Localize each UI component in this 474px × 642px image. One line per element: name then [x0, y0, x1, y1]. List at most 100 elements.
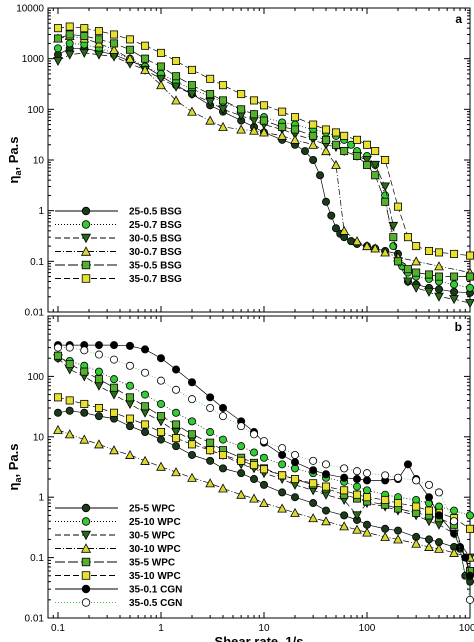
data-point: [250, 475, 259, 484]
data-point: [206, 393, 215, 402]
data-point: [140, 455, 150, 465]
data-point: [450, 529, 459, 538]
panel-label: a: [455, 12, 462, 26]
series-4: [53, 424, 474, 562]
data-point: [141, 390, 150, 399]
data-point: [394, 526, 403, 535]
legend-label: 30-0.5 BSG: [129, 234, 182, 245]
legend-marker: [81, 260, 91, 270]
data-point: [236, 124, 247, 134]
data-point: [278, 444, 287, 453]
data-point: [172, 72, 181, 81]
data-point: [94, 341, 103, 350]
legend-marker: [81, 598, 91, 607]
data-point: [172, 434, 181, 443]
legend-marker: [81, 557, 91, 567]
data-point: [362, 155, 372, 166]
legend-marker: [81, 220, 91, 229]
data-point: [450, 287, 459, 296]
data-point: [250, 448, 259, 457]
data-point: [171, 82, 181, 92]
data-point: [187, 472, 197, 482]
series-8: [53, 343, 474, 604]
data-point: [218, 483, 228, 493]
data-point: [110, 39, 119, 48]
data-point: [110, 355, 119, 364]
data-point: [219, 81, 228, 90]
data-point: [79, 434, 90, 444]
data-point: [309, 499, 318, 508]
data-point: [259, 498, 269, 508]
x-tick-label: 1000: [459, 623, 474, 634]
data-point: [389, 233, 398, 242]
series-6: [53, 22, 474, 260]
data-point: [156, 80, 166, 90]
data-point: [347, 140, 356, 149]
data-point: [156, 62, 165, 71]
data-point: [393, 534, 403, 544]
data-point: [381, 197, 390, 206]
data-point: [125, 449, 135, 459]
data-point: [237, 90, 246, 99]
data-point: [80, 408, 89, 417]
x-axis-label: Shear rate, 1/s: [215, 634, 304, 642]
data-point: [206, 74, 215, 83]
data-point: [290, 450, 299, 459]
data-point: [394, 202, 403, 211]
data-point: [110, 375, 119, 384]
y-axis-label: ηa, Pa.s: [6, 444, 23, 491]
data-point: [411, 283, 422, 293]
legend-label: 25-0.7 BSG: [129, 220, 182, 231]
data-point: [53, 343, 62, 352]
data-point: [362, 527, 372, 537]
data-point: [362, 140, 371, 149]
data-point: [425, 480, 434, 489]
series-1: [53, 406, 474, 586]
data-point: [249, 125, 259, 135]
data-point: [259, 101, 268, 110]
data-point: [353, 482, 362, 491]
data-point: [362, 486, 371, 495]
series-line: [57, 410, 471, 582]
series-line: [57, 43, 471, 289]
data-point: [125, 422, 134, 431]
data-point: [290, 507, 300, 517]
data-point: [465, 251, 474, 260]
data-point: [109, 445, 119, 455]
data-point: [219, 464, 228, 473]
data-point: [353, 135, 362, 144]
data-point: [321, 146, 331, 156]
data-point: [403, 233, 412, 242]
y-tick-label: 0.1: [30, 257, 44, 268]
data-point: [394, 499, 403, 508]
data-point: [362, 520, 371, 529]
data-point: [434, 285, 443, 294]
data-point: [218, 105, 228, 115]
data-point: [219, 450, 228, 459]
data-point: [394, 257, 403, 266]
legend-label: 35-0.5 CGN: [129, 598, 182, 609]
data-point: [218, 121, 228, 131]
data-point: [206, 456, 215, 465]
data-point: [94, 439, 104, 449]
data-point: [465, 283, 474, 292]
data-point: [206, 90, 215, 99]
legend-label: 35-0.7 BSG: [129, 274, 182, 285]
data-point: [339, 225, 350, 235]
data-point: [65, 22, 74, 31]
data-point: [331, 224, 340, 233]
data-point: [465, 571, 474, 580]
legend-marker: [81, 503, 91, 513]
data-point: [465, 272, 474, 281]
data-point: [64, 429, 75, 439]
data-point: [362, 469, 371, 478]
data-point: [424, 541, 434, 551]
data-point: [205, 478, 216, 488]
data-point: [339, 521, 350, 531]
data-point: [65, 360, 74, 369]
data-point: [362, 241, 372, 251]
y-axis-label: ηa, Pa.s: [6, 137, 23, 184]
data-point: [172, 365, 181, 374]
legend-marker: [81, 274, 91, 283]
data-point: [278, 122, 287, 131]
